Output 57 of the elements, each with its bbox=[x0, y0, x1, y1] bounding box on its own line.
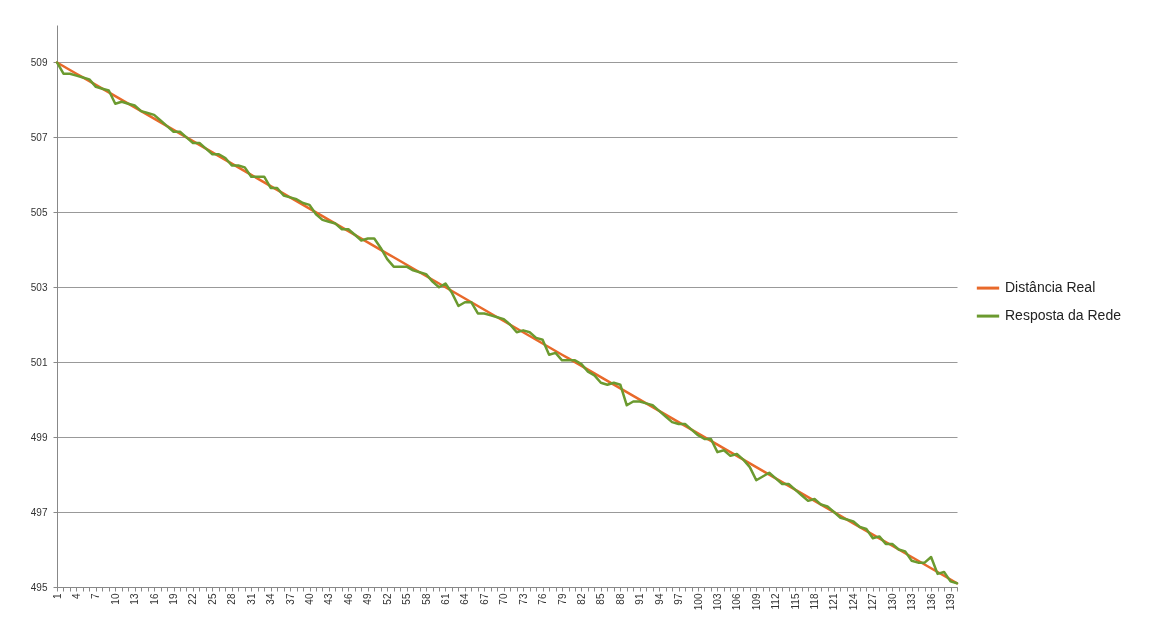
x-tick-label: 127 bbox=[867, 593, 879, 611]
x-tick-label: 19 bbox=[168, 593, 180, 605]
x-tick-label: 112 bbox=[770, 593, 782, 610]
x-tick-label: 64 bbox=[459, 593, 471, 605]
x-tick-label: 85 bbox=[595, 593, 607, 605]
x-tick-label: 109 bbox=[750, 593, 762, 611]
y-tick-label: 495 bbox=[30, 581, 48, 593]
x-tick-label: 37 bbox=[284, 593, 296, 605]
x-tick-label: 94 bbox=[653, 593, 665, 605]
x-tick-label: 22 bbox=[187, 593, 199, 605]
x-tick-label: 34 bbox=[265, 593, 277, 605]
y-tick-label: 497 bbox=[30, 506, 48, 518]
x-tick-label: 100 bbox=[692, 593, 704, 611]
x-tick-label: 139 bbox=[945, 593, 957, 611]
x-tick-label: 73 bbox=[517, 593, 529, 605]
x-tick-label: 55 bbox=[401, 593, 413, 605]
x-tick-label: 58 bbox=[420, 593, 432, 605]
x-tick-label: 13 bbox=[129, 593, 141, 605]
x-tick-label: 136 bbox=[925, 593, 937, 611]
y-tick-label: 509 bbox=[30, 56, 48, 68]
y-tick-label: 499 bbox=[30, 431, 48, 443]
x-tick-label: 46 bbox=[342, 593, 354, 605]
x-tick-label: 16 bbox=[148, 593, 160, 605]
x-tick-label: 28 bbox=[226, 593, 238, 605]
x-tick-label: 10 bbox=[109, 593, 121, 605]
x-tick-label: 25 bbox=[206, 593, 218, 605]
y-tick-label: 501 bbox=[30, 356, 48, 368]
x-tick-label: 67 bbox=[478, 593, 490, 605]
x-tick-label: 115 bbox=[789, 593, 801, 610]
x-tick-label: 1 bbox=[51, 593, 63, 600]
y-tick-label: 505 bbox=[30, 206, 48, 218]
x-tick-label: 124 bbox=[847, 593, 859, 611]
x-tick-label: 88 bbox=[614, 593, 626, 605]
x-tick-label: 106 bbox=[731, 593, 743, 611]
x-tick-label: 31 bbox=[245, 593, 257, 605]
x-tick-label: 4 bbox=[70, 593, 82, 600]
y-tick-label: 503 bbox=[30, 281, 48, 293]
x-tick-label: 91 bbox=[634, 593, 646, 605]
x-tick-label: 121 bbox=[828, 593, 840, 611]
x-tick-label: 97 bbox=[673, 593, 685, 605]
x-tick-label: 43 bbox=[323, 593, 335, 605]
legend-label: Distância Real bbox=[1005, 279, 1096, 296]
y-tick-label: 507 bbox=[30, 131, 48, 143]
x-tick-label: 70 bbox=[498, 593, 510, 605]
x-tick-label: 76 bbox=[537, 593, 549, 605]
x-tick-label: 133 bbox=[906, 593, 918, 611]
x-tick-label: 7 bbox=[90, 593, 102, 600]
x-tick-label: 79 bbox=[556, 593, 568, 605]
x-tick-label: 82 bbox=[575, 593, 587, 605]
x-tick-label: 130 bbox=[886, 593, 898, 611]
x-tick-label: 40 bbox=[304, 593, 316, 605]
x-tick-label: 103 bbox=[711, 593, 723, 611]
x-tick-label: 61 bbox=[439, 593, 451, 605]
x-tick-label: 49 bbox=[362, 593, 374, 605]
x-tick-label: 118 bbox=[809, 593, 821, 610]
x-tick-label: 52 bbox=[381, 593, 393, 605]
legend-label: Resposta da Rede bbox=[1005, 307, 1122, 324]
